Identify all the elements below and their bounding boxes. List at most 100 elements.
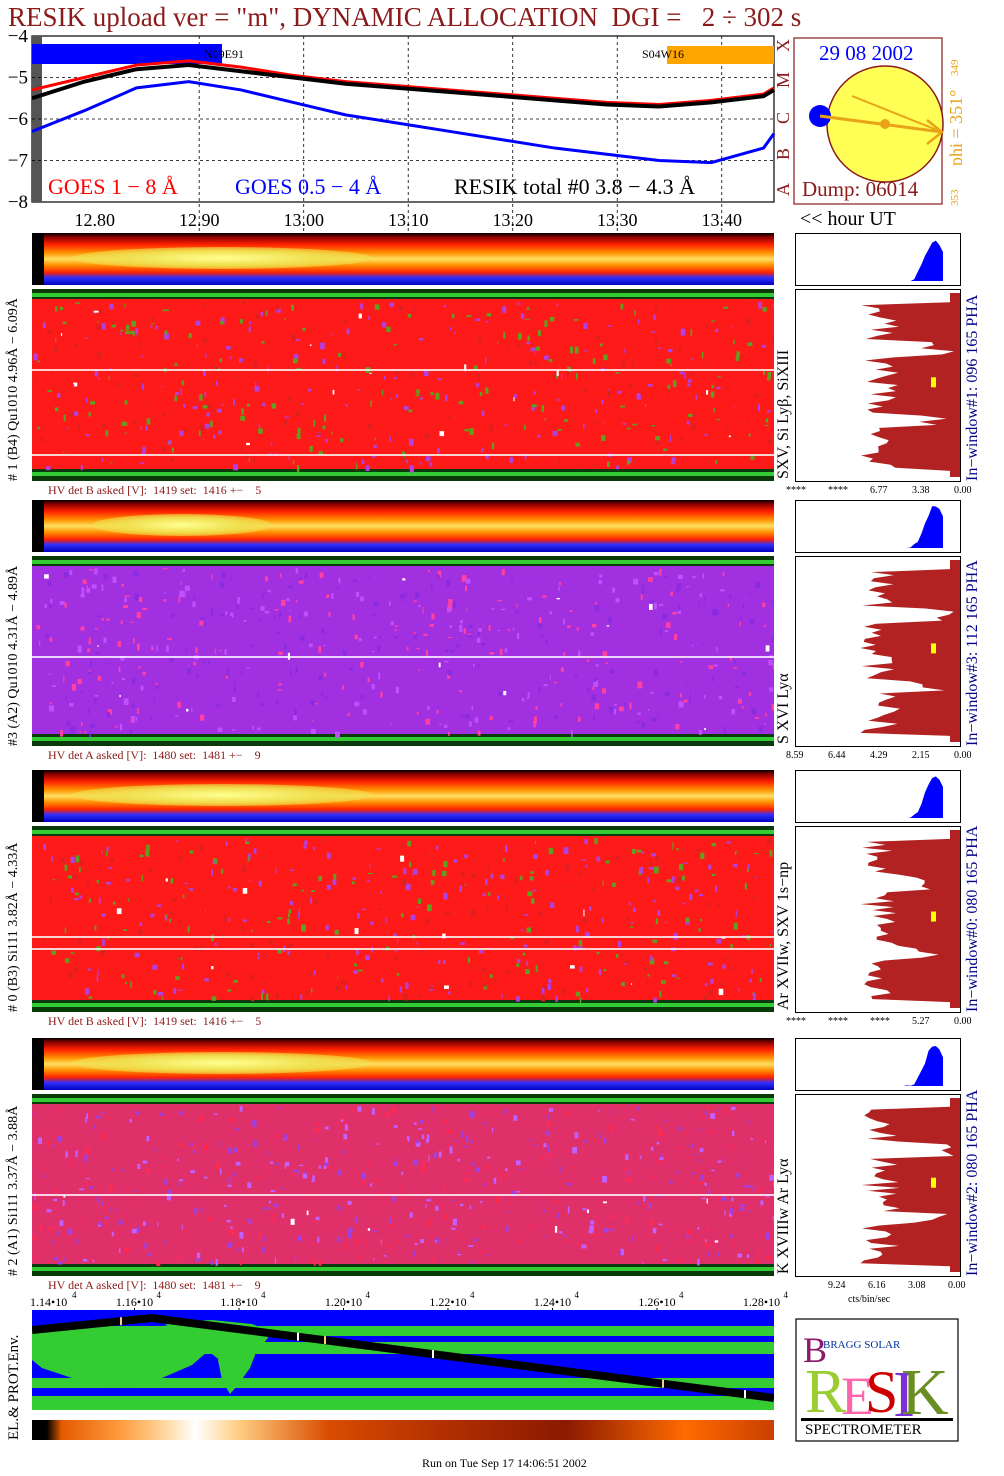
spectrogram-pixel [194,392,196,394]
spectrogram-pixel [662,1259,667,1262]
spectrogram-pixel [246,1219,252,1225]
spectrogram-pixel [532,889,537,892]
spectrogram-pixel [647,974,650,977]
spectrogram-pixel [184,428,188,433]
spectrogram-pixel [292,459,295,465]
goes-class-label: M [773,72,790,88]
spectrogram-pixel [554,1199,557,1204]
spectrogram-pixel [468,1245,474,1247]
spectrogram-pixel [765,418,769,423]
spectrogram-pixel [181,380,185,386]
spectrogram-pixel [227,1242,233,1248]
spectrogram-pixel [765,1232,770,1240]
spectrogram-pixel [480,1200,483,1204]
spectrogram-pixel [155,682,158,686]
phi-bottom-label: 353 [949,189,961,206]
spectrogram-pixel [700,392,705,397]
spectrogram-pixel [630,926,634,928]
spectrogram-pixel [757,1249,761,1254]
spectrogram-pixel [735,685,739,689]
spectrogram-pixel [718,695,723,700]
spectrogram-pixel [681,682,683,684]
spectrogram-pixel [613,708,617,715]
spectrogram-pixel [484,878,488,885]
spectrogram-pixel [110,982,112,985]
spectrogram-pixel [491,608,495,610]
spectrogram-pixel [393,636,398,639]
orbit-tick-label: 1.16•10 [116,1295,153,1309]
spectrogram-pixel [261,341,265,344]
spectrogram-pixel [557,398,560,401]
spectrogram-pixel [747,342,753,347]
spectrogram-pixel [581,859,587,861]
spectrogram-pixel [124,597,127,603]
spectrogram-pixel [449,625,453,628]
spectrogram-pixel [471,1162,475,1166]
spectrogram-pixel [560,667,565,672]
spectrogram-pixel [511,1191,516,1197]
spectrogram-pixel [120,329,124,332]
spectrogram-pixel [409,371,413,378]
spectrogram-pixel [166,645,169,652]
spectrogram-pixel [672,876,675,881]
spectrogram-pixel [650,859,653,866]
spectrogram-pixel [705,1110,708,1116]
spectrogram-pixel [228,886,231,889]
spectrogram-pixel [626,917,630,921]
spectrogram-pixel [390,621,394,625]
spectrogram-pixel [548,847,554,855]
spectrogram-pixel [52,879,55,881]
spectrogram-pixel [603,354,608,361]
orbit-marker [432,1350,434,1359]
spectrogram-pixel [172,898,177,902]
spectrogram-pixel [734,851,737,854]
spectrogram-pixel [371,650,375,653]
spectrogram-pixel [459,624,463,632]
spectrogram-pixel [357,389,361,391]
spectrogram [32,556,774,746]
spectrogram-pixel [679,693,683,698]
spectrogram-pixel [222,403,224,407]
spectrogram-pixel [719,589,725,592]
spectrogram-pixel [315,1123,320,1126]
goes-class-label: C [773,112,790,124]
spectrogram-pixel [77,678,83,684]
pha-histogram [795,500,961,553]
spectrogram-pixel [731,315,734,318]
spectrogram-pixel [649,958,655,965]
spectrogram-pixel [362,908,367,911]
spectrogram-pixel [34,1255,37,1260]
spectrogram-pixel [601,399,604,404]
spectrogram-pixel [295,600,298,603]
spectrogram-pixel [171,447,175,453]
spectrogram-pixel [241,408,244,415]
spectrogram-pixel [150,325,153,328]
flare-label-left: N09E91 [204,47,244,61]
spectrogram-pixel [167,638,172,641]
profile-fill [860,1098,960,1272]
spectrogram-pixel [369,891,372,896]
spectrogram-pixel [184,590,186,598]
spectrogram-pixel [257,727,261,731]
spectrogram-pixel [599,574,603,578]
spectrogram-pixel [59,1220,64,1226]
spectrogram-pixel [147,1253,152,1256]
spectrogram-pixel [563,847,569,855]
spectrogram-pixel [452,1218,457,1226]
spectrogram-pixel [261,1247,265,1253]
spectrogram-pixel [530,347,536,352]
spectrogram-pixel [388,1223,392,1227]
spectrogram-pixel [748,433,751,437]
spectrogram-pixel [318,675,323,680]
spectrogram-pixel [57,1231,60,1236]
spectrogram-pixel [158,991,164,996]
spectrogram-pixel [426,904,432,912]
spectrogram-pixel [459,620,463,624]
spectrogram-pixel [65,660,70,667]
spectrogram-pixel [695,849,701,852]
spectrogram-pixel [349,861,352,865]
phi-small-label: 349 [949,59,961,76]
spectrogram-pixel [558,460,561,464]
spectrogram-pixel [620,953,624,956]
spectrogram-pixel [508,1210,510,1213]
